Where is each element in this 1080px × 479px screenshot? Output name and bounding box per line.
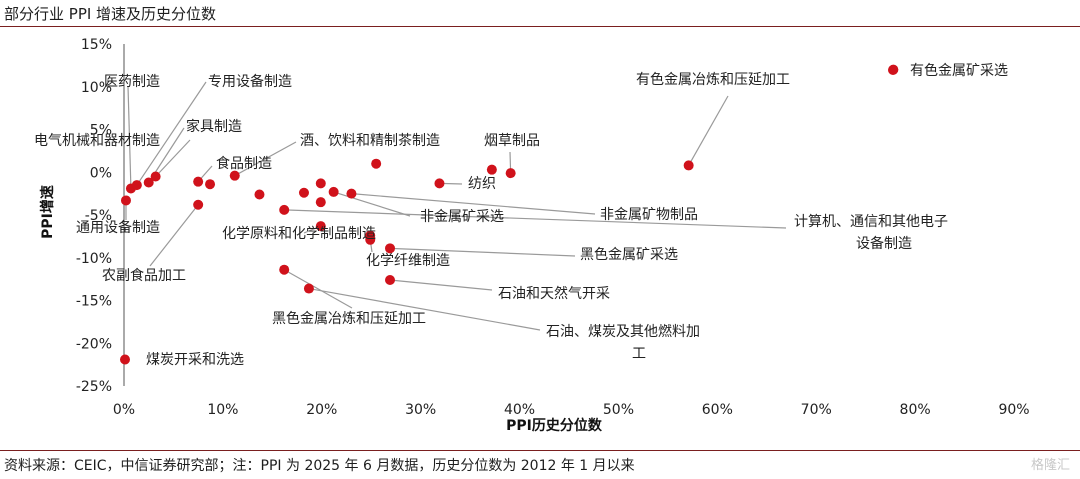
data-point xyxy=(385,243,396,254)
data-point xyxy=(434,178,445,189)
data-point xyxy=(131,180,142,191)
y-axis-title: PPI增速 xyxy=(39,185,56,239)
legend-label: 有色金属矿采选 xyxy=(910,62,1008,79)
data-point xyxy=(683,160,694,171)
leader-line xyxy=(333,191,411,217)
data-point xyxy=(229,170,240,181)
data-point xyxy=(143,177,154,188)
point-annotation-label: 非金属矿采选 xyxy=(420,209,504,225)
data-point xyxy=(120,195,131,206)
data-point xyxy=(371,158,382,169)
x-tick-labels: 0% 10% 20% 30% 40% 50% 60% 70% 80% 90% xyxy=(113,402,1030,418)
data-point xyxy=(298,187,309,198)
data-point xyxy=(119,354,130,365)
title-divider xyxy=(0,26,1080,27)
x-tick-label: 40% xyxy=(504,402,535,418)
point-annotation-label: 石油、煤炭及其他燃料加 xyxy=(546,323,700,340)
point-annotation-label: 非金属矿物制品 xyxy=(600,207,698,223)
y-tick-label: -20% xyxy=(76,336,112,352)
point-annotation-label: 纺织 xyxy=(468,176,496,192)
data-point xyxy=(279,264,290,275)
data-point xyxy=(385,274,396,285)
data-point xyxy=(365,234,376,245)
y-tick-label: -15% xyxy=(76,294,112,310)
leader-line xyxy=(234,141,297,177)
x-tick-label: 30% xyxy=(405,402,436,418)
y-tick-label: -5% xyxy=(85,208,112,224)
legend-marker xyxy=(888,65,898,75)
point-annotation-label: 计算机、通信和其他电子 xyxy=(794,214,948,230)
leader-line xyxy=(283,269,353,309)
data-point xyxy=(254,189,265,200)
point-annotation-label: 通用设备制造 xyxy=(76,219,160,236)
x-tick-label: 20% xyxy=(306,402,337,418)
point-annotation-label: 食品制造 xyxy=(216,155,272,172)
data-point xyxy=(193,176,204,187)
x-tick-label: 80% xyxy=(900,402,931,418)
x-tick-label: 90% xyxy=(998,402,1029,418)
data-point xyxy=(150,171,161,182)
leader-line xyxy=(308,287,541,331)
leader-line xyxy=(389,279,493,291)
point-annotation-label: 石油和天然气开采 xyxy=(498,285,610,302)
leader-line xyxy=(155,139,191,177)
data-point xyxy=(486,164,497,175)
point-annotation-label: 医药制造 xyxy=(104,74,160,90)
point-annotation-label: 烟草制品 xyxy=(484,133,540,149)
data-point xyxy=(205,179,216,190)
x-tick-label: 70% xyxy=(801,402,832,418)
leader-line xyxy=(127,85,132,189)
x-tick-label: 10% xyxy=(207,402,238,418)
point-annotation-label: 化学纤维制造 xyxy=(366,253,450,269)
point-annotation-label: 设备制造 xyxy=(856,235,912,252)
point-annotation-label: 黑色金属冶炼和压延加工 xyxy=(272,310,426,327)
point-annotation-label: 煤炭开采和洗选 xyxy=(146,352,244,368)
point-annotation-label: 农副食品加工 xyxy=(102,267,186,284)
data-point xyxy=(328,186,339,197)
y-tick-label: -10% xyxy=(76,251,112,267)
point-annotation-label: 家具制造 xyxy=(186,118,242,135)
data-points xyxy=(119,64,899,365)
x-tick-label: 60% xyxy=(702,402,733,418)
leader-line xyxy=(389,247,576,257)
x-axis-title: PPI历史分位数 xyxy=(506,417,603,434)
data-point xyxy=(193,199,204,210)
y-tick-labels: 15% 10% 5% 0% -5% -10% -15% -20% -25% xyxy=(76,37,112,395)
watermark-logo: 格隆汇 xyxy=(1030,458,1070,473)
data-point xyxy=(346,188,357,199)
y-tick-label: -25% xyxy=(76,379,112,395)
leader-line xyxy=(136,81,207,186)
source-note: 资料来源：CEIC，中信证券研究部；注：PPI 为 2025 年 6 月数据，历… xyxy=(4,458,635,474)
y-tick-label: 5% xyxy=(90,123,112,139)
data-point xyxy=(505,168,516,179)
point-annotation-label: 化学原料和化学制品制造 xyxy=(222,226,376,242)
chart-legend: 有色金属矿采选 xyxy=(888,62,1008,79)
point-annotation-label: 有色金属冶炼和压延加工 xyxy=(636,71,790,88)
point-annotation-label: 电气机械和器材制造 xyxy=(34,133,160,149)
leader-line xyxy=(351,193,596,215)
point-annotation-label: 工 xyxy=(632,346,646,362)
leader-line xyxy=(688,95,729,166)
data-point xyxy=(303,283,314,294)
data-point xyxy=(315,197,326,208)
scatter-chart: 15% 10% 5% 0% -5% -10% -15% -20% -25% 0% 10% 20% 30… xyxy=(34,37,1030,434)
point-annotation-label: 专用设备制造 xyxy=(208,73,292,90)
x-tick-label: 0% xyxy=(113,402,135,418)
x-tick-label: 50% xyxy=(603,402,634,418)
data-point xyxy=(279,204,290,215)
leader-line xyxy=(149,204,199,267)
data-point xyxy=(315,178,326,189)
point-annotation-label: 酒、饮料和精制茶制造 xyxy=(300,133,440,149)
y-tick-label: 15% xyxy=(81,37,112,53)
data-point xyxy=(315,221,326,232)
leader-line xyxy=(284,209,787,229)
chart-title: 部分行业 PPI 增速及历史分位数 xyxy=(4,5,217,23)
y-tick-label: 10% xyxy=(81,80,112,96)
footer-divider xyxy=(0,450,1080,451)
y-tick-label: 0% xyxy=(90,165,112,181)
point-annotation-label: 黑色金属矿采选 xyxy=(580,246,678,263)
